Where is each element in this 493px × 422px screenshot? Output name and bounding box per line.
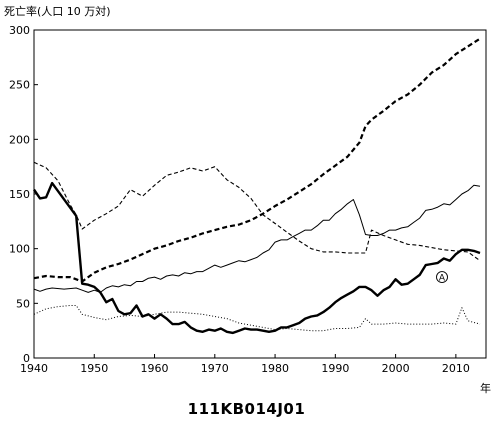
y-axis-title: 死亡率(人口 10 万対): [4, 4, 111, 18]
y-tick-label: 200: [9, 133, 30, 146]
x-tick-label: 1940: [20, 362, 48, 375]
x-axis-title: 年: [480, 381, 491, 395]
x-tick-label: 1950: [80, 362, 108, 375]
series-line-thin-dashed: [33, 161, 481, 262]
y-tick-label: 50: [16, 297, 30, 310]
y-tick-label: 0: [23, 352, 30, 365]
y-tick-label: 150: [9, 188, 30, 201]
x-tick-label: 1960: [141, 362, 169, 375]
series-line-thick-solid: [33, 181, 481, 335]
x-tick-label: 2000: [382, 362, 410, 375]
line-chart: 死亡率(人口 10 万対) 1940 1950 1960 1970 1980 1990 20…: [4, 4, 491, 395]
series-line-thick-dashed: [33, 37, 481, 283]
series-line-dotted: [33, 305, 481, 332]
series-marker-label: A: [439, 273, 446, 283]
plot-area-frame: [33, 29, 487, 359]
x-tick-label: 2010: [442, 362, 470, 375]
y-tick-label: 250: [9, 79, 30, 92]
x-tick-label: 1990: [321, 362, 349, 375]
x-tick-label: 1970: [201, 362, 229, 375]
x-tick-label: 1980: [261, 362, 289, 375]
y-tick-label: 100: [9, 243, 30, 256]
y-tick-label: 300: [9, 24, 30, 37]
series-marker-circle: [436, 271, 448, 284]
figure-id-caption: 111KB014J01: [187, 400, 306, 418]
series-line-thin-solid: [33, 184, 481, 293]
